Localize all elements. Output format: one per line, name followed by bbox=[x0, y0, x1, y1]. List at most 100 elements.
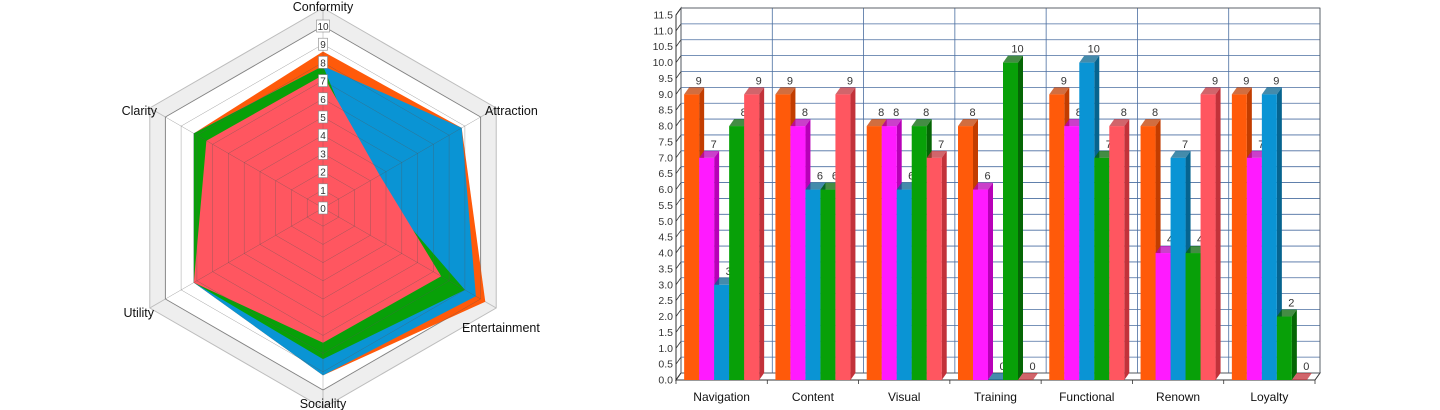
bar-top bbox=[958, 119, 978, 127]
radar-tick-box bbox=[318, 56, 328, 69]
bar-top bbox=[881, 119, 902, 127]
bar bbox=[896, 189, 912, 380]
bar bbox=[1109, 126, 1125, 380]
radar-axis-label: Sociality bbox=[300, 397, 347, 410]
bar-category-label: Functional bbox=[1059, 390, 1114, 404]
bar-grid-wall-line bbox=[675, 150, 682, 159]
bar-value-label: 8 bbox=[741, 107, 747, 119]
radar-tick-label: 3 bbox=[320, 149, 326, 160]
radar-tick-box bbox=[318, 37, 328, 51]
bar-y-tick-label: 0.0 bbox=[658, 375, 673, 387]
bar-chart: 0.0 0.5 1.0 1.5 2.0 2.5 3.0 3.5 4.0 4.5 5.0 5.5 6.0 6… bbox=[653, 6, 1321, 404]
radar-axis-label: Attraction bbox=[485, 104, 538, 118]
bar-top bbox=[1079, 55, 1100, 63]
radar-tick-box bbox=[318, 201, 328, 215]
bar-grid-wall-line bbox=[675, 23, 682, 32]
radar-grid-spoke bbox=[322, 116, 481, 209]
bar-top bbox=[1261, 87, 1282, 95]
bar-grid-wall-line bbox=[675, 102, 682, 111]
bar-grid-wall-line bbox=[675, 166, 682, 174]
bar-side bbox=[1276, 87, 1282, 380]
radar-tick-box bbox=[318, 110, 328, 124]
bar-left-wall bbox=[675, 6, 682, 382]
bar-top bbox=[911, 119, 932, 127]
bar-grid-wall-line bbox=[675, 372, 682, 381]
bar-value-label: 7 bbox=[1106, 139, 1112, 151]
bar-grid-wall-line bbox=[675, 71, 682, 79]
radar-axis-label: Entertainment bbox=[462, 321, 540, 335]
bar bbox=[1231, 94, 1247, 380]
bar-value-label: 7 bbox=[711, 139, 717, 151]
bar-value-label: 8 bbox=[1076, 107, 1082, 119]
bar bbox=[1276, 316, 1292, 380]
bar-value-label: 0 bbox=[1029, 361, 1035, 373]
bar-side bbox=[759, 87, 765, 380]
bar-grid-wall-line bbox=[675, 261, 682, 270]
bar-value-label: 8 bbox=[1152, 107, 1158, 119]
radar-tick-box bbox=[316, 19, 330, 33]
bar-top bbox=[1109, 119, 1130, 127]
radar-tick-label: 0 bbox=[320, 204, 326, 215]
bar-category-label: Visual bbox=[888, 390, 920, 404]
bar-value-label: 9 bbox=[1273, 75, 1279, 87]
bar-grid-wall-line bbox=[675, 134, 682, 143]
bar-y-tick-label: 6.5 bbox=[658, 168, 673, 180]
radar-tick-box bbox=[318, 165, 328, 178]
bar-top bbox=[1291, 373, 1312, 380]
bar-top bbox=[1231, 87, 1252, 95]
bar-grid-wall-line bbox=[675, 325, 682, 333]
bar-y-tick-label: 3.0 bbox=[658, 279, 673, 291]
bar-y-tick-label: 8.0 bbox=[658, 121, 673, 133]
bar-grid-wall-line bbox=[675, 214, 682, 222]
bar-value-label: 6 bbox=[817, 171, 823, 183]
bar-value-label: 8 bbox=[923, 107, 929, 119]
bar-y-tick-label: 11.0 bbox=[653, 25, 673, 37]
bar bbox=[684, 94, 700, 380]
radar-frame-edge bbox=[149, 298, 166, 309]
bar-top bbox=[1276, 309, 1297, 317]
radar-tick-box bbox=[318, 128, 328, 142]
bar-value-label: 9 bbox=[847, 75, 853, 87]
radar-tick-label: 8 bbox=[320, 58, 326, 69]
bar-value-label: 4 bbox=[1167, 234, 1173, 246]
radar-axis-label: Clarity bbox=[122, 104, 158, 118]
bar bbox=[699, 157, 715, 380]
bar-y-tick-label: 2.0 bbox=[658, 311, 673, 323]
bar-value-label: 9 bbox=[756, 75, 762, 87]
bar-value-label: 9 bbox=[787, 75, 793, 87]
bar-side bbox=[1215, 87, 1221, 380]
bar-top bbox=[1200, 87, 1221, 95]
bar-category-label: Navigation bbox=[693, 390, 750, 404]
bar-top bbox=[1140, 119, 1161, 127]
bar-category-label: Renown bbox=[1156, 390, 1200, 404]
radar-tick-box bbox=[318, 183, 328, 197]
bar-grid-wall-line bbox=[675, 341, 682, 349]
bar-category-label: Content bbox=[792, 390, 835, 404]
bar-y-tick-label: 7.5 bbox=[658, 136, 673, 148]
bar-top bbox=[1094, 150, 1115, 158]
bar-grid-wall-line bbox=[675, 87, 682, 95]
bar-value-label: 10 bbox=[1011, 44, 1023, 56]
radar-tick-label: 4 bbox=[320, 131, 326, 142]
bar-grid-wall-line bbox=[675, 293, 682, 301]
bar-grid-wall-line bbox=[675, 356, 682, 365]
bar-grid-wall-line bbox=[675, 198, 682, 206]
bar-top bbox=[973, 182, 993, 190]
bar-y-tick-label: 1.5 bbox=[658, 327, 673, 339]
bar bbox=[911, 126, 927, 380]
bar bbox=[744, 94, 760, 380]
bar-top bbox=[790, 119, 811, 127]
bar-category-label: Training bbox=[974, 390, 1017, 404]
bar bbox=[729, 126, 745, 380]
bar-grid-wall-line bbox=[675, 229, 682, 238]
radar-grid-spoke bbox=[165, 116, 324, 209]
bar-y-tick-label: 8.5 bbox=[658, 105, 673, 117]
bar-top bbox=[684, 87, 705, 95]
bar-y-tick-label: 5.0 bbox=[658, 216, 673, 228]
bar bbox=[973, 189, 988, 380]
bar-grid-wall-line bbox=[675, 55, 682, 63]
bar-y-tick-label: 9.0 bbox=[658, 89, 673, 101]
radar-tick-box bbox=[318, 74, 328, 87]
bar bbox=[1200, 94, 1216, 380]
bar-category-label: Loyalty bbox=[1250, 390, 1288, 404]
